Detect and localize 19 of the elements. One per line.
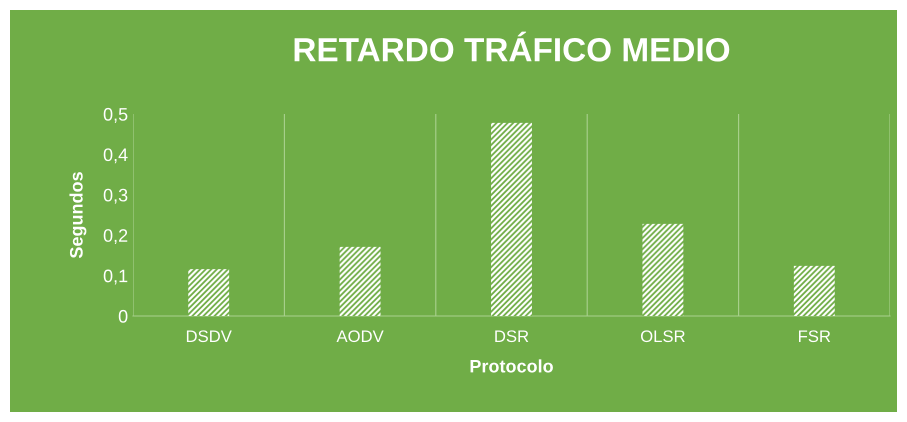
chart-title: RETARDO TRÁFICO MEDIO (294, 32, 730, 62)
x-tick-label: OLSR (640, 330, 685, 342)
y-tick-label: 0,3 (104, 188, 128, 204)
bar (188, 269, 230, 316)
y-tick-label: 0 (118, 310, 128, 323)
y-axis-title: Segundos (69, 172, 86, 258)
y-tick-label: 0,2 (104, 229, 128, 244)
x-tick-label: DSR (495, 330, 528, 342)
bar (340, 246, 381, 316)
y-tick-label: 0,5 (104, 108, 128, 123)
x-tick-label: DSDV (186, 330, 232, 342)
y-tick-label: 0,1 (104, 270, 128, 284)
bar (794, 266, 835, 316)
y-tick-label: 0,4 (104, 148, 128, 164)
x-tick-label: AODV (336, 330, 384, 342)
bar (642, 224, 684, 316)
bar (491, 122, 532, 316)
x-axis-title: Protocolo (470, 359, 553, 373)
x-tick-label: FSR (799, 330, 830, 342)
